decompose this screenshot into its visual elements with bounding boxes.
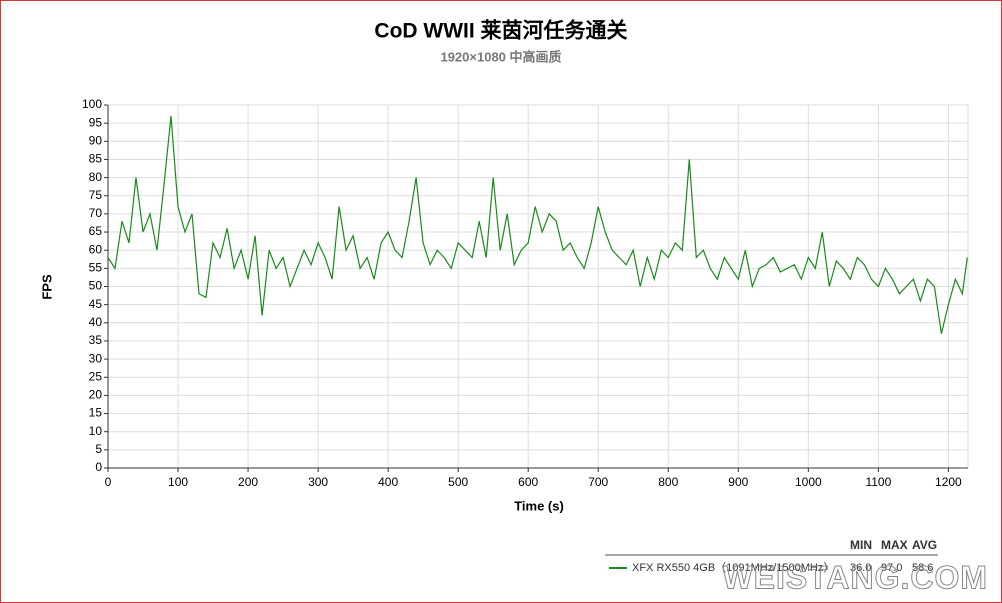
- x-tick-label: 700: [588, 475, 608, 489]
- legend-header: MIN: [850, 538, 872, 552]
- legend-stat: 58.6: [912, 562, 933, 574]
- y-tick-label: 40: [89, 315, 103, 329]
- y-tick-label: 55: [89, 261, 103, 275]
- x-tick-label: 1000: [795, 475, 822, 489]
- y-tick-label: 100: [82, 97, 102, 111]
- y-tick-label: 35: [89, 333, 103, 347]
- y-tick-label: 60: [89, 242, 103, 256]
- y-tick-label: 15: [89, 406, 103, 420]
- y-tick-label: 25: [89, 369, 103, 383]
- y-axis-label: FPS: [39, 274, 54, 300]
- x-tick-label: 200: [238, 475, 258, 489]
- x-tick-label: 0: [105, 475, 112, 489]
- chart-title: CoD WWII 莱茵河任务通关: [374, 19, 627, 43]
- x-tick-label: 1200: [935, 475, 962, 489]
- legend-stat: 36.0: [850, 562, 871, 574]
- y-tick-label: 5: [95, 442, 102, 456]
- legend-header: MAX: [881, 538, 908, 552]
- legend-header: AVG: [912, 538, 937, 552]
- x-tick-label: 300: [308, 475, 328, 489]
- y-tick-label: 80: [89, 170, 103, 184]
- watermark: WEISTANG.COM: [722, 559, 988, 595]
- y-tick-label: 0: [95, 460, 102, 474]
- series-line: [107, 115, 968, 334]
- y-tick-label: 85: [89, 152, 103, 166]
- y-tick-label: 75: [89, 188, 103, 202]
- y-tick-label: 70: [89, 206, 103, 220]
- x-tick-label: 800: [658, 475, 678, 489]
- y-tick-label: 20: [89, 388, 103, 402]
- legend-stat: 97.0: [881, 562, 902, 574]
- y-tick-label: 50: [89, 279, 103, 293]
- x-tick-label: 600: [518, 475, 538, 489]
- x-axis-label: Time (s): [514, 498, 564, 513]
- x-tick-label: 100: [168, 475, 188, 489]
- y-tick-label: 65: [89, 224, 103, 238]
- y-tick-label: 90: [89, 133, 103, 147]
- x-tick-label: 1100: [865, 475, 891, 489]
- x-tick-label: 500: [448, 475, 468, 489]
- x-tick-label: 400: [378, 475, 398, 489]
- y-tick-label: 10: [89, 424, 103, 438]
- y-tick-label: 30: [89, 351, 103, 365]
- y-tick-label: 95: [89, 115, 103, 129]
- y-tick-label: 45: [89, 297, 103, 311]
- chart-subtitle: 1920×1080 中高画质: [440, 49, 561, 64]
- legend-label: XFX RX550 4GB（1091MHz/1500MHz）: [632, 561, 834, 574]
- x-tick-label: 900: [728, 475, 748, 489]
